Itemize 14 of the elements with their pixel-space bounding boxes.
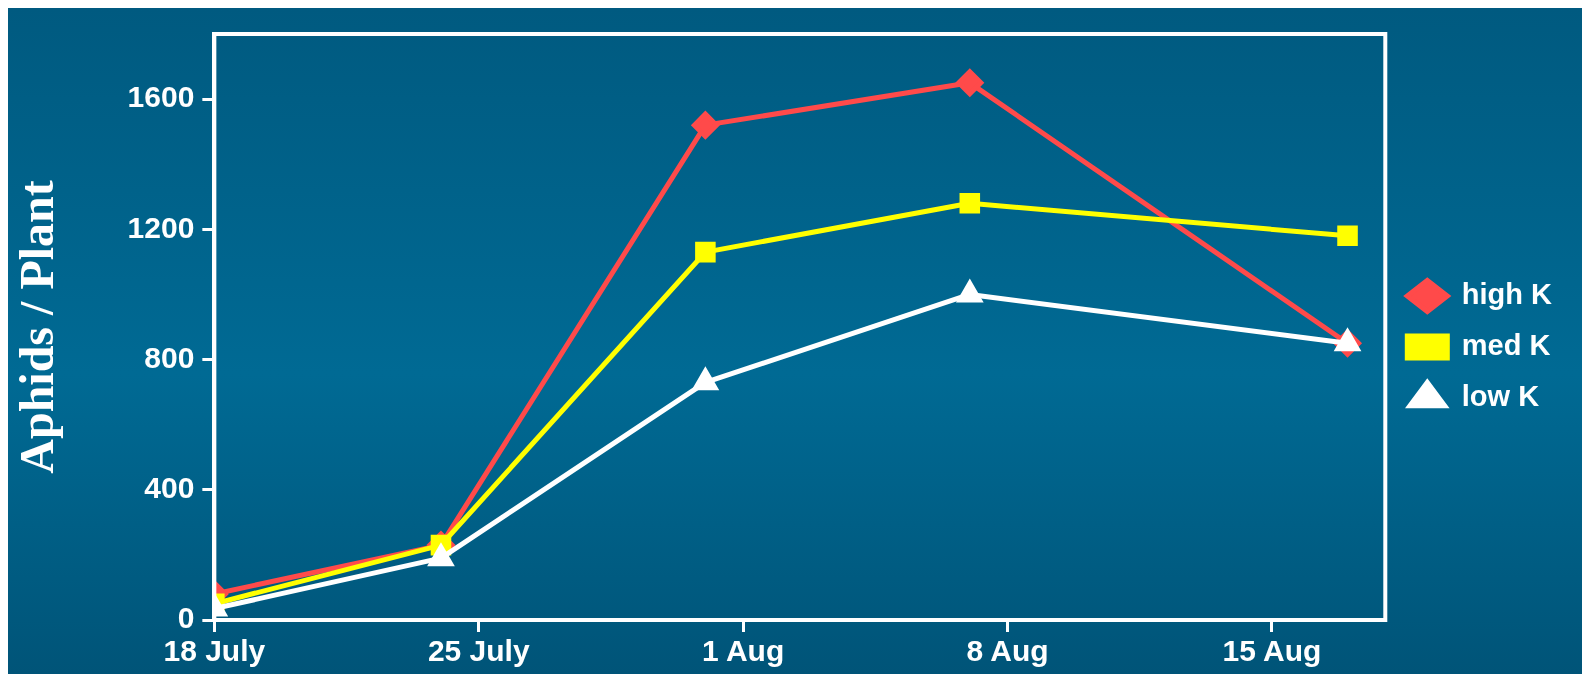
legend-label: high K [1461, 278, 1553, 310]
y-tick-label: 800 [144, 340, 195, 374]
y-axis-title: Aphids / Plant [10, 180, 64, 474]
legend-label: med K [1461, 329, 1551, 361]
x-tick-label: 18 July [163, 634, 266, 668]
x-tick-label: 15 Aug [1222, 634, 1322, 668]
x-tick-label: 25 July [427, 634, 530, 668]
legend-label: low K [1461, 380, 1540, 412]
x-tick-label: 1 Aug [702, 634, 785, 668]
y-tick-label: 1200 [127, 210, 195, 244]
y-tick-label: 0 [177, 601, 195, 635]
x-tick-label: 8 Aug [966, 634, 1049, 668]
y-tick-label: 400 [144, 471, 195, 505]
y-tick-label: 1600 [127, 80, 195, 114]
